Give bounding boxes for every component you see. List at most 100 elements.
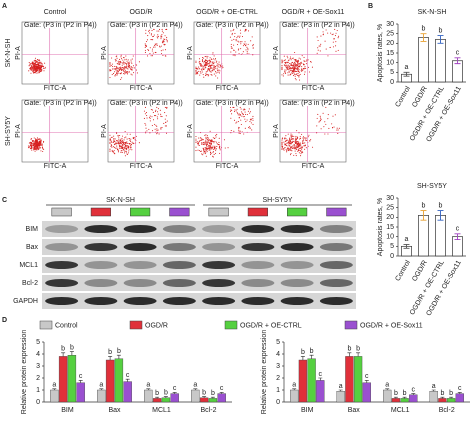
flow-dot bbox=[150, 34, 152, 36]
flow-dot bbox=[230, 117, 232, 119]
flow-dot bbox=[288, 144, 290, 146]
flow-dot bbox=[235, 122, 237, 124]
flow-dot bbox=[124, 73, 126, 75]
x-tick-label: OGD/R bbox=[411, 85, 429, 108]
flow-dot bbox=[119, 69, 121, 71]
flow-dot bbox=[310, 61, 312, 63]
flow-dot bbox=[165, 132, 168, 134]
error-bar bbox=[402, 396, 407, 399]
flow-dot bbox=[209, 148, 211, 150]
flow-dot bbox=[33, 144, 35, 146]
flow-dot bbox=[109, 65, 111, 68]
flow-dot bbox=[125, 72, 128, 74]
flow-dot bbox=[28, 65, 30, 67]
error-bar bbox=[78, 380, 83, 383]
error-bar bbox=[146, 388, 151, 390]
flow-dot bbox=[37, 69, 39, 72]
flow-dot bbox=[204, 59, 206, 61]
flow-dot bbox=[288, 137, 291, 139]
flow-dot bbox=[112, 65, 114, 68]
flow-dot bbox=[336, 129, 338, 131]
y-tick-label: 5 bbox=[390, 69, 394, 76]
flow-dot bbox=[128, 71, 130, 73]
flow-dot bbox=[285, 67, 288, 69]
flow-x-label: FITC-A bbox=[130, 85, 153, 92]
flow-dot bbox=[198, 141, 200, 143]
bar bbox=[217, 393, 226, 403]
flow-dot bbox=[160, 128, 162, 130]
error-bar bbox=[116, 354, 121, 359]
flow-dot bbox=[251, 36, 253, 38]
flow-dot bbox=[143, 117, 145, 119]
flow-dot bbox=[292, 66, 294, 68]
flow-dot bbox=[126, 133, 128, 135]
flow-dot bbox=[229, 110, 232, 112]
flow-dot bbox=[113, 140, 115, 142]
flow-dot bbox=[240, 48, 242, 50]
flow-dot bbox=[250, 118, 252, 120]
flow-dot bbox=[286, 139, 288, 141]
flow-dot bbox=[152, 46, 155, 48]
flow-dot bbox=[299, 138, 301, 140]
flow-dot bbox=[293, 65, 295, 67]
significance-letter: b bbox=[202, 389, 206, 396]
flow-dot bbox=[289, 154, 292, 156]
flow-dot bbox=[202, 141, 205, 144]
flow-dot bbox=[288, 142, 290, 144]
flow-dot bbox=[295, 135, 297, 137]
flow-dot bbox=[201, 71, 203, 73]
blot-band bbox=[84, 225, 118, 233]
flow-dot bbox=[150, 109, 152, 111]
flow-dot bbox=[205, 61, 207, 63]
flow-dot bbox=[131, 149, 133, 151]
y-tick-label: 1 bbox=[36, 387, 40, 394]
flow-dot bbox=[298, 75, 300, 77]
flow-dot bbox=[116, 145, 118, 147]
flow-dot bbox=[240, 119, 242, 121]
flow-dot bbox=[112, 141, 114, 144]
blot-band bbox=[162, 225, 196, 233]
flow-dot bbox=[109, 134, 111, 136]
flow-dot bbox=[166, 107, 168, 109]
flow-dot bbox=[338, 127, 340, 129]
flow-dot bbox=[244, 109, 246, 111]
flow-dot bbox=[298, 57, 300, 59]
y-tick-label: 10 bbox=[386, 60, 394, 67]
flow-dot bbox=[298, 146, 300, 148]
flow-dot bbox=[204, 74, 207, 77]
flow-dot bbox=[148, 116, 151, 118]
flow-dot bbox=[200, 62, 202, 65]
flow-dot bbox=[201, 56, 204, 59]
flow-dot bbox=[201, 58, 203, 60]
flow-dot bbox=[291, 150, 293, 152]
flow-dot bbox=[298, 142, 300, 144]
flow-dot bbox=[298, 70, 300, 72]
flow-dot bbox=[205, 152, 207, 154]
error-bar bbox=[431, 389, 436, 392]
flow-dot bbox=[126, 146, 128, 148]
significance-letter: b bbox=[310, 348, 314, 355]
flow-dot bbox=[121, 66, 123, 69]
error-bar bbox=[403, 243, 410, 249]
flow-dot bbox=[295, 147, 297, 149]
flow-dot bbox=[152, 39, 154, 41]
flow-dot bbox=[127, 152, 130, 154]
blot-band bbox=[84, 297, 118, 305]
flow-dot bbox=[285, 66, 287, 68]
flow-dot bbox=[123, 68, 125, 71]
flow-dot bbox=[110, 145, 112, 147]
flow-dot bbox=[146, 117, 148, 119]
flow-dot bbox=[296, 136, 298, 138]
flow-x-label: FITC-A bbox=[216, 85, 239, 92]
bar bbox=[429, 391, 438, 403]
flow-dot bbox=[204, 153, 206, 155]
flow-dot bbox=[230, 51, 232, 53]
flow-dot bbox=[302, 141, 304, 143]
flow-dot bbox=[235, 110, 237, 112]
flow-dot bbox=[34, 72, 36, 74]
flow-dot bbox=[290, 136, 292, 138]
flow-dot bbox=[44, 62, 46, 64]
bar bbox=[58, 356, 68, 403]
flow-dot bbox=[336, 127, 338, 129]
flow-dot bbox=[242, 114, 244, 116]
